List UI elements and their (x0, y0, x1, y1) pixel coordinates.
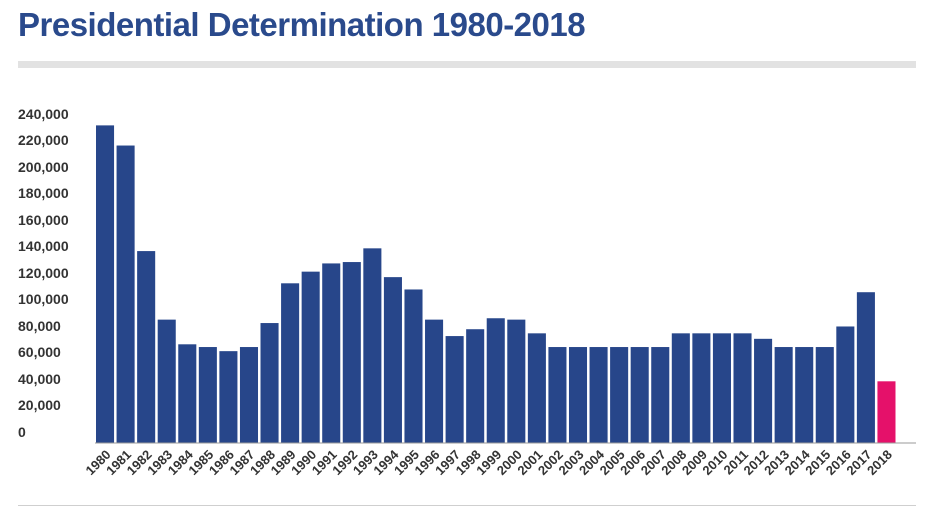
x-axis-ticks: 1980198119821983198419851986198719881989… (83, 446, 895, 478)
bar-2014 (795, 347, 814, 443)
bar-2010 (712, 333, 731, 443)
bar-2011 (733, 333, 752, 443)
page-title: Presidential Determination 1980-2018 (18, 6, 586, 43)
y-axis-ticks: 0 20,000 40,000 60,000 80,000 100,000 120,000 1… (18, 106, 69, 440)
y-tick-label: 20,000 (18, 397, 61, 413)
bar-1992 (342, 262, 361, 443)
y-tick-label: 240,000 (18, 106, 69, 122)
y-tick-label: 40,000 (18, 371, 61, 387)
bar-2003 (568, 347, 588, 443)
bar-1983 (157, 319, 176, 444)
bar-2018 (877, 381, 896, 443)
bar-2000 (507, 319, 526, 444)
bar-1997 (445, 336, 464, 443)
bar-2005 (610, 347, 629, 443)
bar-1996 (425, 319, 444, 444)
y-tick-label: 120,000 (18, 265, 69, 281)
bar-1985 (198, 347, 217, 443)
bar-2002 (548, 347, 567, 443)
bar-1987 (239, 347, 259, 443)
y-tick-label: 220,000 (18, 132, 69, 148)
bar-1984 (178, 344, 197, 443)
bar-1980 (96, 125, 115, 443)
y-tick-label: 140,000 (18, 238, 69, 254)
y-tick-label: 180,000 (18, 185, 69, 201)
bottom-divider (18, 505, 916, 506)
y-tick-label: 160,000 (18, 212, 69, 228)
bar-2013 (774, 347, 793, 443)
bar-1988 (260, 323, 279, 443)
bar-2008 (671, 333, 690, 443)
y-tick-label: 80,000 (18, 318, 61, 334)
bar-1982 (137, 251, 156, 443)
bar-2006 (630, 347, 649, 443)
y-tick-label: 0 (18, 424, 26, 440)
y-tick-label: 200,000 (18, 159, 69, 175)
bar-1999 (486, 318, 505, 443)
bar-1981 (116, 145, 135, 443)
bar-2017 (856, 292, 875, 443)
bar-1993 (363, 248, 382, 443)
title-divider (18, 61, 916, 68)
bar-1990 (301, 271, 320, 443)
bar-1989 (281, 283, 300, 443)
bar-2004 (589, 347, 608, 443)
bar-2009 (692, 333, 711, 443)
bars (96, 125, 896, 444)
bar-2016 (836, 326, 855, 443)
bar-1994 (383, 277, 402, 443)
bar-1998 (466, 329, 485, 443)
x-tick-label: 2018 (864, 447, 895, 478)
bar-1986 (219, 351, 238, 443)
bar-1991 (322, 263, 341, 443)
bar-2012 (754, 338, 773, 443)
bar-2007 (651, 347, 670, 443)
y-tick-label: 60,000 (18, 344, 61, 360)
bar-2015 (815, 347, 834, 443)
bar-2001 (527, 333, 546, 443)
y-tick-label: 100,000 (18, 291, 69, 307)
bar-1995 (404, 289, 423, 443)
